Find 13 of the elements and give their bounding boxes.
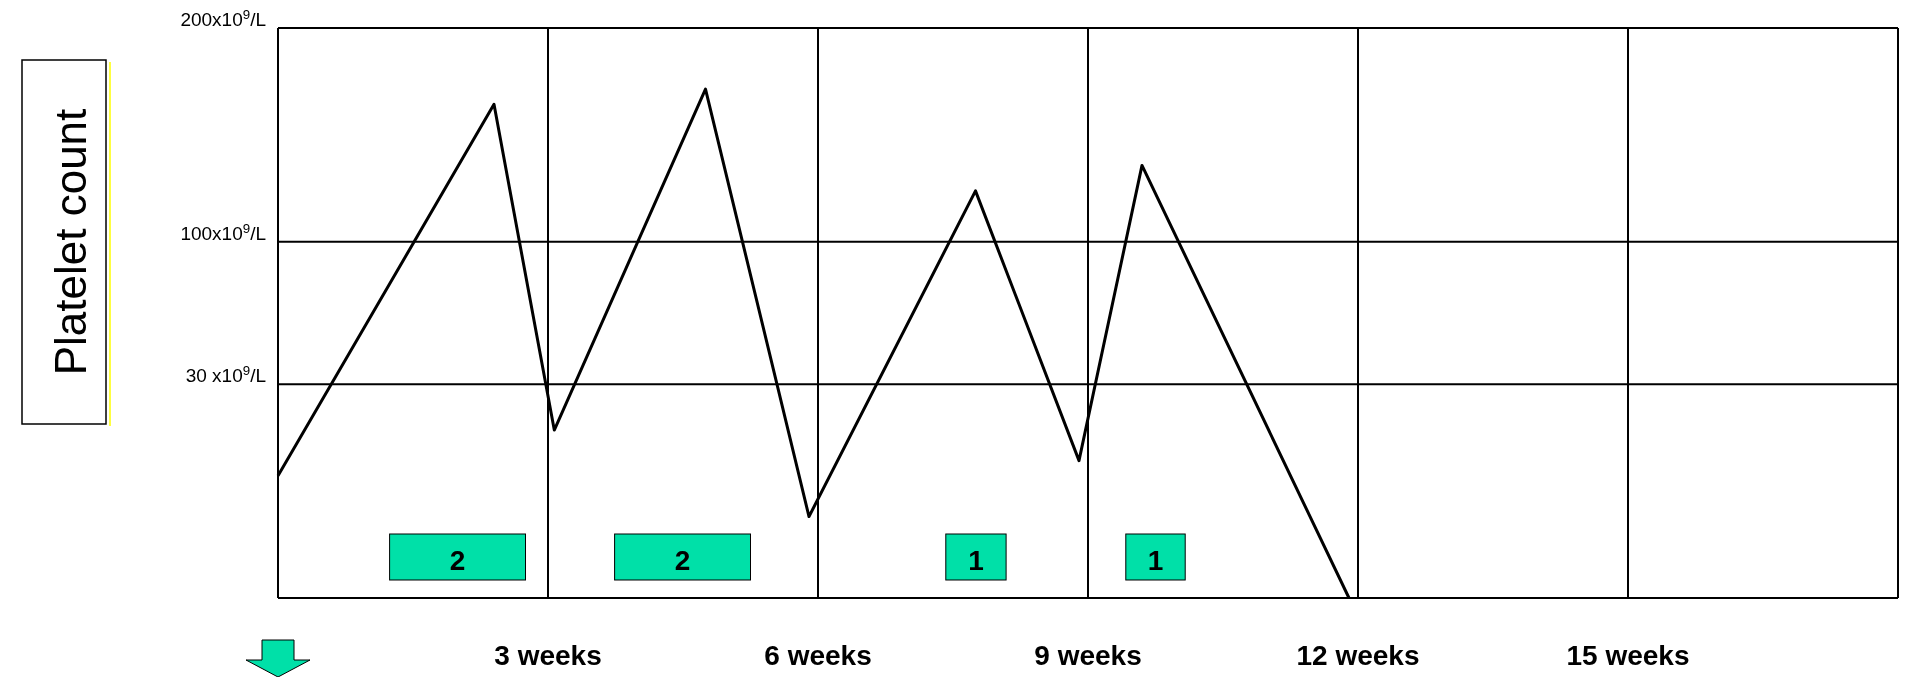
x-tick-label: 15 weeks bbox=[1566, 640, 1690, 671]
band-label: 2 bbox=[674, 545, 691, 576]
x-tick-label: 6 weeks bbox=[764, 640, 872, 671]
x-tick-label: 9 weeks bbox=[1034, 640, 1142, 671]
band-label: 1 bbox=[1147, 545, 1164, 576]
ref-line-label: 200x10$^{9}$/L bbox=[180, 6, 266, 30]
ref-line-label: 30 x10$^{9}$/L bbox=[185, 362, 266, 387]
y-axis-title: Platelet count bbox=[46, 108, 95, 376]
band-label: 1 bbox=[968, 545, 984, 576]
ref-line-label: 100x10$^{9}$/L bbox=[180, 220, 266, 244]
x-tick-label: 12 weeks bbox=[1296, 640, 1420, 671]
band-label: 2 bbox=[449, 545, 466, 576]
x-tick-label: 3 weeks bbox=[494, 640, 602, 671]
